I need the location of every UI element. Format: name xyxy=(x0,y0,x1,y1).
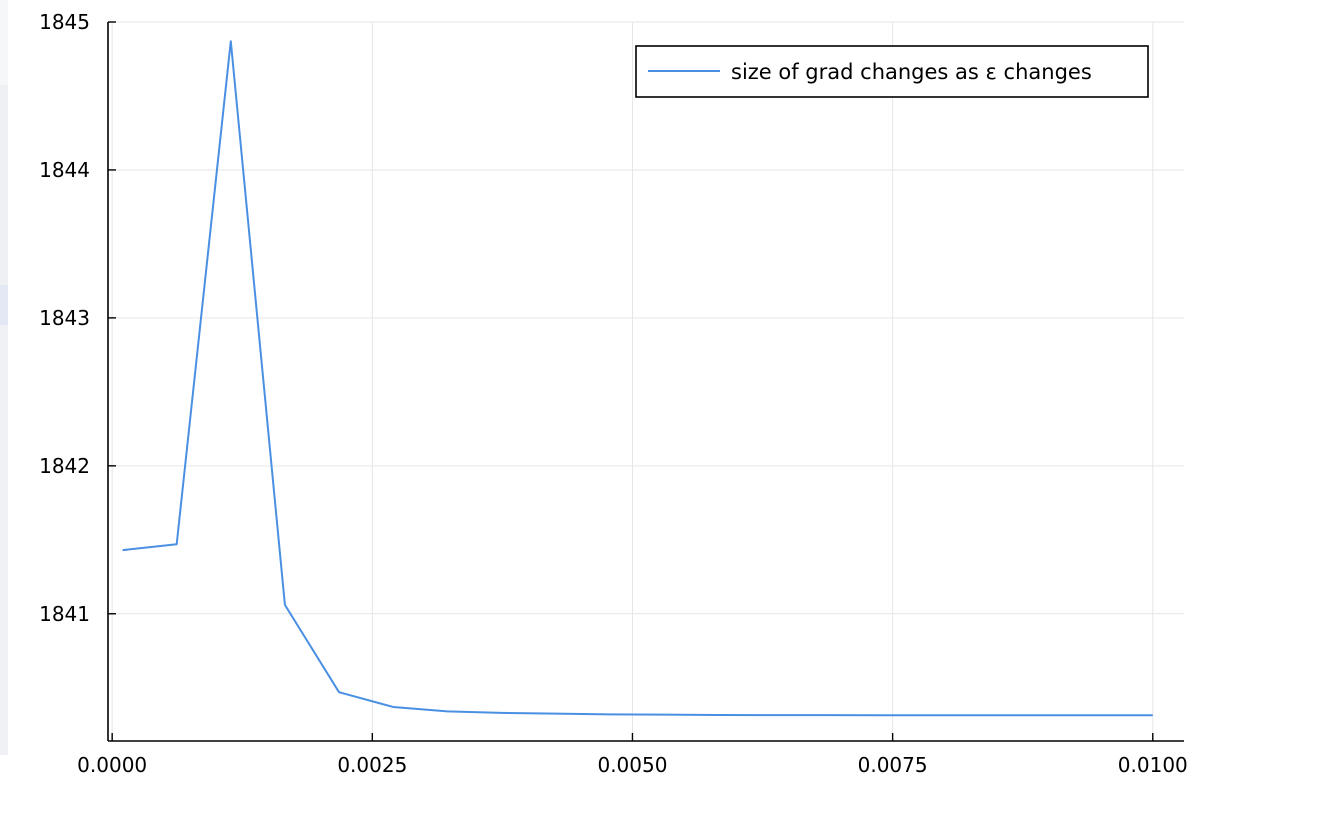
y-tick-label: 1845 xyxy=(39,10,90,34)
legend-entry-label: size of grad changes as ε changes xyxy=(731,60,1092,84)
y-tick-label: 1842 xyxy=(39,454,90,478)
y-tick-label: 1844 xyxy=(39,158,90,182)
x-tick-label: 0.0075 xyxy=(858,753,928,777)
legend-box xyxy=(635,45,1149,98)
axes xyxy=(107,22,1184,742)
x-tick-label: 0.0025 xyxy=(337,753,407,777)
x-tick-label: 0.0050 xyxy=(597,753,667,777)
series-layer xyxy=(122,40,1153,717)
x-tick-label: 0.0000 xyxy=(77,753,147,777)
left-edge-panel xyxy=(0,285,8,325)
left-edge-panel xyxy=(0,325,8,755)
x-tick-label: 0.0100 xyxy=(1118,753,1188,777)
left-edge-panel xyxy=(0,0,8,85)
y-tick-label: 1841 xyxy=(39,602,90,626)
ticks: 0.0000 0.0025 0.0050 0.0075 0.0100 1841 1842 18… xyxy=(39,10,1188,777)
series-line xyxy=(122,40,1153,717)
grid xyxy=(108,21,1184,741)
legend: size of grad changes as ε changes xyxy=(635,45,1149,98)
y-tick-label: 1843 xyxy=(39,306,90,330)
left-edge-panel xyxy=(0,85,8,285)
